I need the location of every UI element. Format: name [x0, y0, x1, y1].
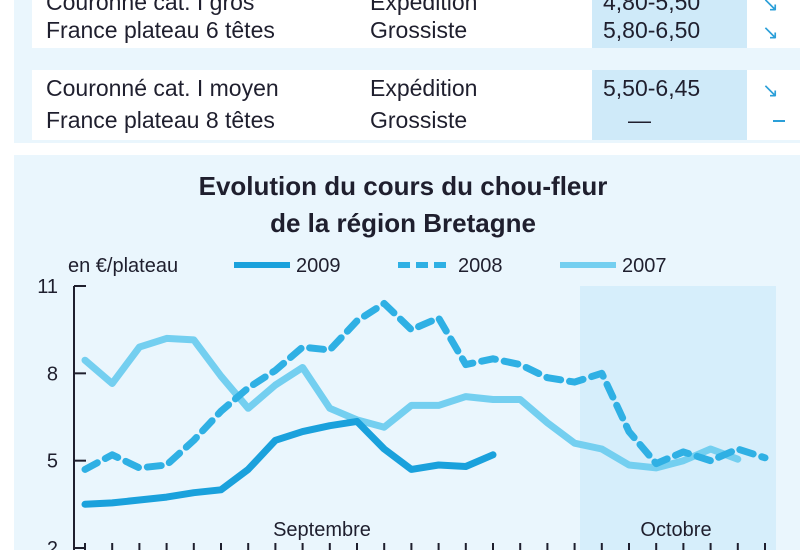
month-label-octobre: Octobre [640, 519, 711, 541]
price-table-group-2: Couronné cat. I moyen Expédition 5,50-6,… [32, 70, 800, 140]
y-tick-label: 5 [47, 451, 58, 473]
product-cell: Couronné cat. I moyen [46, 75, 279, 101]
chart-title-line2: de la région Bretagne [270, 208, 536, 238]
month-label-septembre: Septembre [273, 519, 371, 541]
chart-title-line1: Evolution du cours du chou-fleur [199, 171, 608, 201]
market-cell: Expédition [370, 0, 478, 15]
price-cell: — [628, 107, 651, 133]
legend-label-2007: 2007 [622, 255, 667, 277]
y-tick-label: 2 [47, 538, 58, 550]
trend-down-arrow-icon: ↘ [762, 22, 779, 44]
october-shade [580, 286, 776, 550]
market-cell: Grossiste [370, 107, 468, 133]
series-line-2009 [81, 417, 497, 508]
price-cell: 4,80-5,50 [603, 0, 701, 15]
price-table-group-1: Couronné cat. I gros Expédition 4,80-5,5… [32, 0, 800, 48]
price-cell: 5,80-6,50 [603, 17, 701, 43]
trend-flat-dash-icon [773, 120, 785, 122]
trend-down-arrow-icon: ↘ [762, 80, 779, 102]
price-table: Couronné cat. I gros Expédition 4,80-5,5… [14, 0, 800, 143]
product-cell: Couronné cat. I gros [46, 0, 255, 15]
product-cell: France plateau 8 têtes [46, 107, 275, 133]
legend-label-2009: 2009 [296, 255, 341, 277]
y-tick-label: 11 [37, 276, 58, 298]
y-tick-label: 8 [47, 363, 58, 385]
price-cell: 5,50-6,45 [603, 75, 701, 101]
market-cell: Grossiste [370, 17, 468, 43]
series-line-2007 [81, 334, 742, 472]
market-cell: Expédition [370, 75, 478, 101]
trend-down-arrow-icon: ↘ [762, 0, 779, 16]
product-cell: France plateau 6 têtes [46, 17, 275, 43]
legend-label-2008: 2008 [458, 255, 503, 277]
price-column-bg [592, 70, 747, 140]
y-unit-label: en €/plateau [68, 255, 178, 277]
series-line-2008 [81, 300, 769, 473]
price-column-bg [592, 0, 747, 48]
